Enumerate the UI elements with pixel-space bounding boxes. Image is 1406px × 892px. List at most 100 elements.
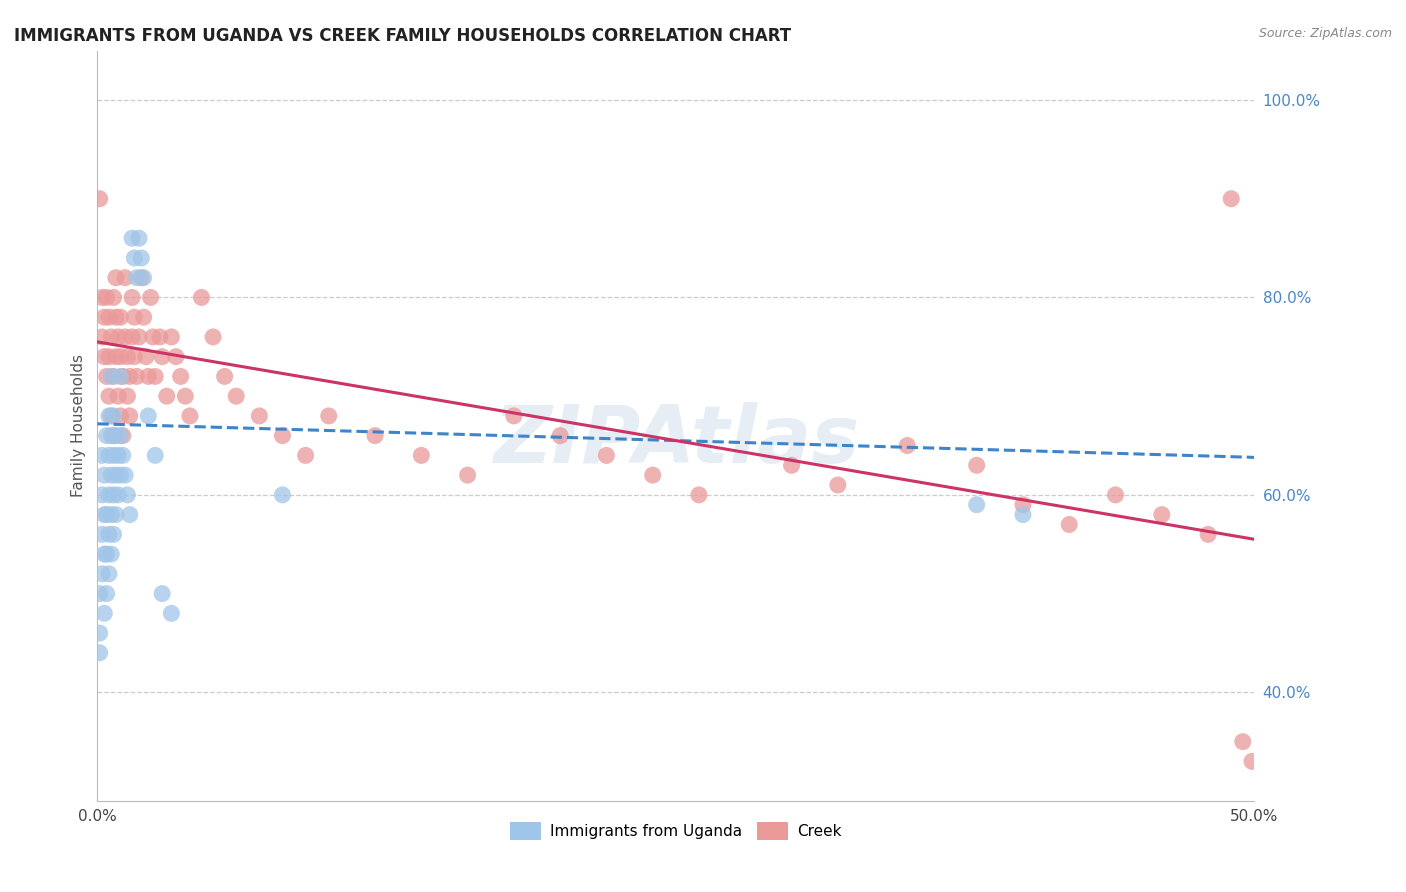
Point [136,409,159,423]
Point [107,389,129,403]
Point [121,290,143,304]
Point [247,409,270,423]
Point [124,251,146,265]
Point [125,369,148,384]
Point [100,508,122,522]
Point [117,350,139,364]
Point [1232,734,1254,748]
Point [165,350,187,364]
Point [93,350,115,364]
Point [100,428,122,442]
Point [114,330,136,344]
Point [110,369,132,384]
Point [93,468,115,483]
Point [103,527,125,541]
Point [93,508,115,522]
Point [128,330,150,344]
Point [641,468,664,483]
Point [780,458,803,473]
Point [97,409,120,423]
Point [91,566,114,581]
Point [96,290,118,304]
Point [143,369,166,384]
Point [117,488,139,502]
Point [110,428,132,442]
Point [160,607,183,621]
Point [111,369,134,384]
Text: IMMIGRANTS FROM UGANDA VS CREEK FAMILY HOUSEHOLDS CORRELATION CHART: IMMIGRANTS FROM UGANDA VS CREEK FAMILY H… [14,27,792,45]
Point [103,488,125,502]
Point [107,330,129,344]
Point [97,310,120,325]
Point [97,527,120,541]
Point [1241,755,1264,769]
Point [96,547,118,561]
Point [118,369,141,384]
Y-axis label: Family Households: Family Households [72,354,86,497]
Point [114,270,136,285]
Point [271,428,294,442]
Point [114,468,136,483]
Point [89,626,111,640]
Point [104,508,127,522]
Point [104,270,127,285]
Text: ZIPAtlas: ZIPAtlas [492,401,859,480]
Point [827,478,849,492]
Point [121,330,143,344]
Point [97,488,120,502]
Point [294,449,316,463]
Legend: Immigrants from Uganda, Creek: Immigrants from Uganda, Creek [505,816,848,846]
Point [91,290,114,304]
Point [110,350,132,364]
Point [688,488,710,502]
Point [190,290,212,304]
Point [117,389,139,403]
Point [150,586,173,600]
Point [132,310,155,325]
Point [150,350,173,364]
Point [93,547,115,561]
Point [104,350,127,364]
Point [103,409,125,423]
Point [93,607,115,621]
Point [103,290,125,304]
Point [100,468,122,483]
Point [91,527,114,541]
Point [143,449,166,463]
Point [896,438,918,452]
Point [318,409,340,423]
Point [100,369,122,384]
Point [225,389,247,403]
Point [128,231,150,245]
Point [104,428,127,442]
Point [97,449,120,463]
Point [1220,192,1243,206]
Point [91,330,114,344]
Point [111,449,134,463]
Point [149,330,172,344]
Point [110,468,132,483]
Point [110,310,132,325]
Point [132,270,155,285]
Point [110,409,132,423]
Point [121,231,143,245]
Point [156,389,179,403]
Point [179,409,201,423]
Point [169,369,191,384]
Point [202,330,225,344]
Point [966,498,988,512]
Point [142,330,165,344]
Point [89,586,111,600]
Point [548,428,571,442]
Point [91,488,114,502]
Point [131,270,153,285]
Point [118,409,141,423]
Point [100,330,122,344]
Point [411,449,433,463]
Point [124,350,146,364]
Point [104,468,127,483]
Point [96,508,118,522]
Point [125,270,148,285]
Point [100,409,122,423]
Point [214,369,236,384]
